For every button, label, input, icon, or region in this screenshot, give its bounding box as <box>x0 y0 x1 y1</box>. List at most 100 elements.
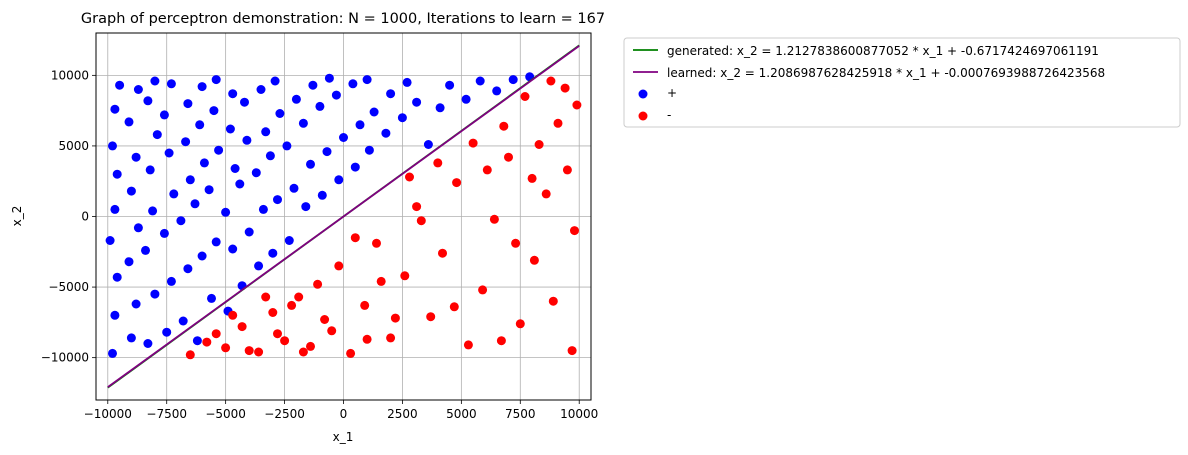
point-plus-59 <box>242 135 252 145</box>
point-minus-17 <box>426 312 436 322</box>
point-plus-91 <box>362 75 372 85</box>
point-minus-26 <box>541 189 551 199</box>
point-plus-20 <box>148 206 158 216</box>
point-plus-10 <box>131 299 141 309</box>
point-minus-44 <box>362 334 372 344</box>
point-plus-54 <box>225 124 235 134</box>
point-plus-74 <box>291 94 301 104</box>
point-minus-38 <box>449 302 459 312</box>
x-tick-label-7: 7500 <box>505 407 536 421</box>
point-plus-43 <box>197 82 207 92</box>
point-plus-73 <box>282 141 292 151</box>
legend-marker-plus <box>638 89 648 99</box>
point-minus-55 <box>496 336 506 346</box>
point-plus-26 <box>166 276 176 286</box>
point-plus-31 <box>166 79 176 89</box>
point-plus-96 <box>412 97 422 107</box>
point-plus-27 <box>159 228 169 238</box>
point-plus-82 <box>324 73 334 83</box>
x-tick-label-1: −7500 <box>146 407 187 421</box>
point-plus-5 <box>112 169 122 179</box>
point-plus-99 <box>445 80 455 90</box>
point-plus-24 <box>150 76 160 86</box>
legend-marker-minus <box>638 111 648 121</box>
point-plus-69 <box>275 109 285 118</box>
x-tick-label-2: −5000 <box>205 407 246 421</box>
point-minus-19 <box>452 178 462 188</box>
legend-label-learned: learned: x_2 = 1.2086987628425918 * x_1 … <box>667 66 1105 80</box>
point-plus-87 <box>355 120 365 130</box>
point-plus-75 <box>301 202 311 212</box>
point-plus-58 <box>235 179 245 189</box>
point-plus-28 <box>169 189 179 199</box>
point-plus-7 <box>110 104 120 114</box>
point-minus-23 <box>504 152 513 162</box>
point-minus-20 <box>463 340 473 350</box>
point-minus-18 <box>438 248 447 258</box>
point-minus-28 <box>567 346 577 356</box>
point-plus-53 <box>230 164 240 173</box>
point-plus-55 <box>228 89 238 99</box>
point-plus-67 <box>273 195 282 205</box>
point-plus-40 <box>190 199 200 209</box>
point-plus-16 <box>133 85 143 94</box>
point-plus-32 <box>178 316 188 326</box>
point-plus-2 <box>112 272 122 282</box>
y-axis: −10000 −5000 0 5000 10000 <box>41 68 96 365</box>
point-plus-9 <box>126 333 136 343</box>
legend-label-generated: generated: x_2 = 1.2127838600877052 * x_… <box>667 44 1099 58</box>
point-plus-85 <box>331 90 341 100</box>
point-plus-76 <box>306 159 315 169</box>
point-minus-48 <box>298 347 308 357</box>
point-plus-57 <box>244 227 254 237</box>
point-plus-90 <box>369 107 379 117</box>
point-minus-43 <box>376 276 386 286</box>
point-plus-15 <box>124 117 134 127</box>
x-tick-label-5: 2500 <box>387 407 418 421</box>
point-plus-42 <box>195 120 205 130</box>
x-axis: −10000 −7500 −5000 −2500 0 2500 5000 7500 10000 <box>84 400 598 421</box>
point-minus-1 <box>202 337 212 347</box>
x-tick-label-4: 0 <box>340 407 348 421</box>
point-minus-21 <box>478 285 488 295</box>
point-minus-27 <box>553 118 563 128</box>
point-minus-32 <box>546 76 556 86</box>
point-minus-11 <box>346 348 356 358</box>
point-plus-80 <box>322 147 332 157</box>
point-plus-35 <box>185 175 195 185</box>
point-plus-39 <box>197 251 207 261</box>
point-plus-61 <box>254 261 264 271</box>
point-plus-83 <box>334 175 344 185</box>
point-plus-38 <box>192 336 202 346</box>
point-plus-97 <box>423 140 433 149</box>
y-tick-label-3: 5000 <box>58 139 89 153</box>
point-plus-62 <box>258 204 268 214</box>
point-minus-29 <box>570 226 579 236</box>
x-tick-label-6: 5000 <box>446 407 477 421</box>
point-plus-0 <box>108 348 117 358</box>
point-plus-88 <box>348 79 358 89</box>
point-plus-47 <box>214 145 224 155</box>
point-minus-40 <box>416 216 426 226</box>
point-plus-41 <box>199 158 209 168</box>
y-tick-label-4: 10000 <box>51 68 89 82</box>
point-plus-65 <box>256 85 266 94</box>
point-plus-18 <box>150 289 160 299</box>
point-minus-8 <box>306 341 315 351</box>
point-minus-16 <box>412 202 422 212</box>
point-plus-3 <box>105 236 115 245</box>
point-plus-98 <box>435 103 445 113</box>
point-plus-1 <box>110 310 120 320</box>
point-minus-47 <box>313 279 323 289</box>
point-plus-60 <box>240 97 249 107</box>
point-minus-0 <box>185 350 195 360</box>
point-plus-77 <box>298 118 308 128</box>
point-minus-4 <box>254 347 264 357</box>
point-minus-2 <box>221 343 231 353</box>
point-plus-17 <box>143 339 153 348</box>
legend-label-minus: - <box>667 108 671 122</box>
point-minus-30 <box>562 165 572 175</box>
point-minus-41 <box>405 172 414 182</box>
point-plus-92 <box>381 128 391 138</box>
point-minus-39 <box>433 158 443 168</box>
